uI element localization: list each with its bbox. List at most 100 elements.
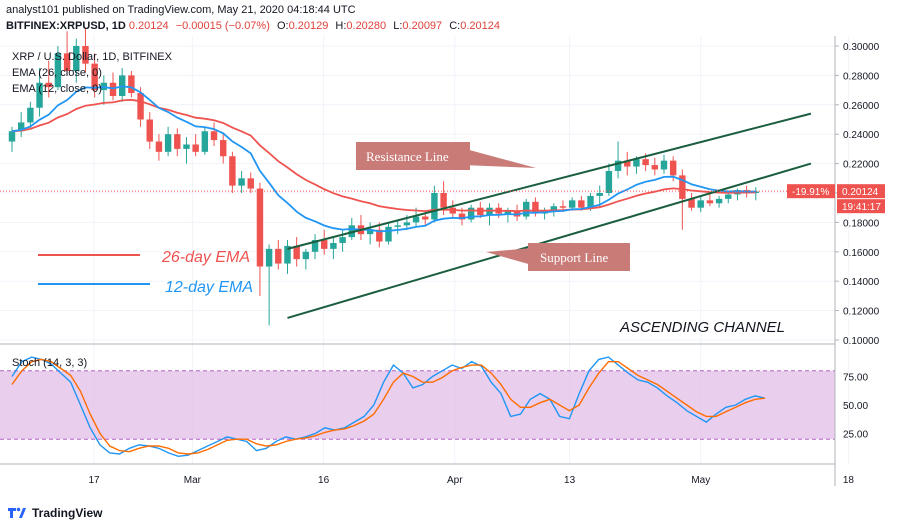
candle-body: [275, 248, 282, 264]
candle-body: [8, 131, 16, 142]
resistance-callout-box: [356, 142, 470, 170]
resistance-callout: Resistance Line: [366, 149, 449, 164]
price-tick-label: 0.14000: [843, 277, 880, 288]
tradingview-logo-icon: [8, 507, 26, 518]
resistance-callout-pointer: [462, 148, 536, 168]
channel-title: ASCENDING CHANNEL: [619, 319, 785, 336]
candle-body: [109, 82, 117, 96]
candle-body: [17, 122, 25, 132]
footer[interactable]: TradingView: [6, 503, 102, 523]
candle-body: [651, 165, 659, 170]
candle-body: [192, 144, 199, 152]
time-tick-label: Apr: [447, 475, 463, 486]
candle-body: [633, 159, 640, 167]
candle-body: [715, 198, 723, 204]
stoch-tick-label: 25.00: [843, 430, 868, 441]
stoch-axis: 75.00 50.00 25.00: [843, 373, 868, 441]
legend-pair: XRP / U.S. Dollar, 1D, BITFINEX: [12, 51, 173, 63]
candle-body: [265, 248, 273, 267]
time-tick-label: 18: [843, 475, 855, 486]
candle-body: [660, 160, 668, 170]
candle-body: [559, 206, 567, 208]
candle-body: [219, 140, 227, 157]
stoch-lines: [11, 356, 766, 458]
ema12-annotation: 12-day EMA: [165, 279, 253, 296]
stoch-d-line: [11, 358, 766, 455]
candle-body: [330, 242, 337, 249]
time-tick-label: May: [691, 475, 710, 486]
candle-body: [706, 200, 714, 204]
candle-body: [697, 200, 704, 208]
candle-body: [532, 201, 539, 214]
last-value: 0.20124: [128, 20, 169, 32]
candle-body: [587, 195, 594, 208]
candle-body: [164, 134, 172, 152]
time-tick-label: 13: [564, 475, 576, 486]
price-tag: 0.20124: [842, 187, 879, 198]
candle-body: [339, 237, 346, 243]
candles: [8, 28, 760, 326]
high-label: H:: [335, 20, 347, 32]
candle-body: [311, 240, 319, 252]
support-line: [287, 162, 812, 319]
candle-body: [366, 229, 374, 235]
support-callout-pointer: [486, 248, 532, 265]
candle-body: [302, 251, 310, 260]
candle-body: [467, 207, 475, 220]
support-callout: Support Line: [540, 250, 608, 265]
candle-body: [82, 46, 89, 64]
time-tick-label: 16: [318, 475, 330, 486]
candle-body: [247, 178, 254, 189]
brand-name: TradingView: [32, 506, 103, 520]
countdown-tag: 19:41:17: [842, 202, 881, 213]
change: −0.00015 (−0.07%): [175, 20, 270, 32]
candle-body: [229, 156, 236, 186]
price-tick-label: 0.16000: [843, 248, 880, 259]
candle-body: [440, 193, 447, 208]
ema12-line: [11, 85, 756, 233]
candle-body: [36, 82, 43, 108]
candle-body: [394, 225, 401, 227]
ema26-line: [11, 98, 756, 213]
countdown-tag-bg: [837, 199, 885, 214]
candle-body: [725, 194, 732, 199]
candle-body: [550, 206, 558, 211]
price-tick-label: 0.12000: [843, 307, 880, 318]
price-tick-label: 0.10000: [843, 336, 880, 347]
candle-body: [513, 210, 521, 217]
candle-body: [183, 144, 190, 149]
candle-body: [210, 131, 218, 141]
publisher-line: analyst101 published on TradingView.com,…: [6, 4, 356, 16]
candle-body: [376, 229, 383, 242]
candle-body: [73, 46, 80, 71]
candle-body: [752, 191, 760, 193]
stoch-label: Stoch (14, 3, 3): [12, 357, 87, 369]
candle-body: [284, 245, 291, 264]
candle-body: [256, 188, 264, 267]
candle-body: [27, 107, 34, 123]
candle-body: [679, 175, 686, 199]
stoch-grid: [0, 370, 835, 440]
candle-body: [155, 141, 163, 152]
candle-body: [596, 193, 603, 196]
resistance-line: [287, 112, 812, 250]
price-tick-label: 0.24000: [843, 130, 880, 141]
stoch-k-line: [11, 356, 766, 458]
low-value: 0.20097: [402, 20, 443, 32]
candle-body: [523, 201, 530, 217]
candle-body: [669, 160, 677, 176]
price-tag-bg: [837, 184, 885, 199]
percent-tag-bg: [787, 184, 835, 199]
price-tick-label: 0.26000: [843, 101, 880, 112]
percent-tag: -19.91%: [792, 187, 829, 198]
open-label: O:: [276, 20, 289, 32]
candle-body: [431, 193, 438, 220]
candle-body: [293, 245, 300, 260]
candle-body: [605, 170, 613, 193]
candle-body: [568, 200, 576, 208]
high-value: 0.20280: [346, 20, 387, 32]
stoch-tick-label: 50.00: [843, 401, 868, 412]
open-value: 0.20129: [288, 20, 329, 32]
time-tick-label: Mar: [184, 475, 202, 486]
